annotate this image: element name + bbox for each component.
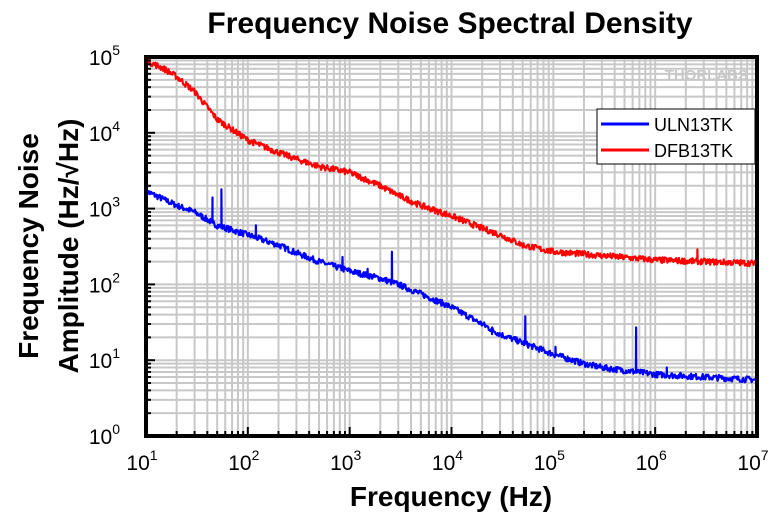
y-tick-label: 102 [89,269,120,297]
legend-label-uln13tk: ULN13TK [654,115,733,135]
x-tick-label: 106 [636,447,667,475]
y-tick-label: 100 [89,421,120,449]
y-tick-labels: 100 101 102 103 104 105 [89,42,120,449]
axis-ticks [145,59,754,437]
y-axis-label-line2: Amplitude (Hz/√Hz) [53,119,84,374]
y-tick-label: 105 [89,42,120,70]
series-lines [144,57,759,384]
legend-box [596,108,756,165]
legend-label-dfb13tk: DFB13TK [654,141,733,161]
x-tick-label: 103 [330,447,361,475]
x-axis-label: Frequency (Hz) [350,481,552,512]
x-tick-label: 105 [534,447,565,475]
x-tick-label: 102 [228,447,259,475]
x-tick-label: 107 [737,447,768,475]
y-axis-label-line1: Frequency Noise [13,133,44,359]
series-line-dfb13tk [144,57,759,268]
x-tick-label: 101 [126,447,157,475]
y-tick-label: 101 [89,345,120,373]
chart-title: Frequency Noise Spectral Density [207,7,692,40]
x-tick-labels: 101 102 103 104 105 106 107 [126,447,768,475]
x-tick-label: 104 [432,447,463,475]
y-tick-label: 104 [89,118,120,146]
legend: ULN13TK DFB13TK [596,108,756,165]
watermark-logo: THORLABS [665,67,748,84]
y-tick-label: 103 [89,194,120,222]
series-line-uln13tk [144,187,758,384]
grid [146,57,757,436]
